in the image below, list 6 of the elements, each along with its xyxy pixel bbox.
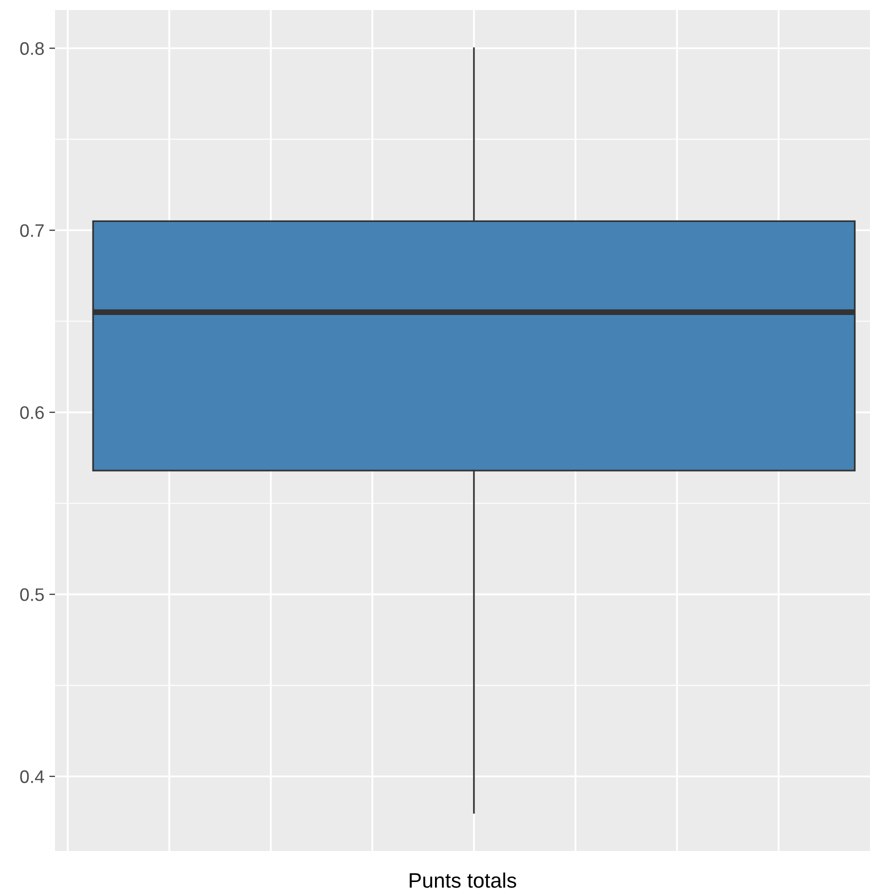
- y-tick-label: 0.8: [20, 42, 44, 55]
- y-tick-label: 0.4: [20, 770, 44, 784]
- y-tick-label: 0.6: [20, 406, 44, 420]
- y-tick-label: 0.5: [20, 588, 44, 602]
- y-tick-label: 0.7: [20, 224, 44, 237]
- x-axis-title: Punts totals: [410, 872, 516, 888]
